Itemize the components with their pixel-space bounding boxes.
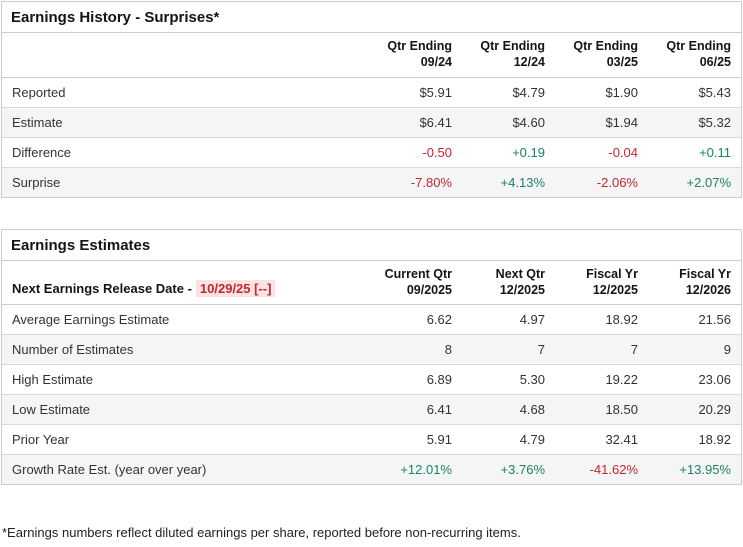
value-cell: -0.50 bbox=[369, 136, 462, 167]
earnings-estimates-column-header: Current Qtr 09/2025 bbox=[369, 260, 462, 305]
row-label: Difference bbox=[2, 136, 369, 167]
value-cell: 32.41 bbox=[555, 424, 648, 455]
row-label: Low Estimate bbox=[2, 394, 369, 425]
earnings-estimates-title: Earnings Estimates bbox=[2, 230, 741, 261]
value-cell: 19.22 bbox=[555, 364, 648, 395]
next-earnings-release-label: Next Earnings Release Date - bbox=[12, 281, 192, 297]
earnings-history-table: Qtr Ending 09/24 Qtr Ending 12/24 Qtr Ending… bbox=[2, 33, 741, 197]
value-cell: +4.13% bbox=[462, 166, 555, 197]
value-cell: +0.11 bbox=[648, 136, 741, 167]
row-label: Surprise bbox=[2, 166, 369, 197]
next-earnings-release-date: 10/29/25 [--] bbox=[195, 280, 276, 298]
value-cell: -0.04 bbox=[555, 136, 648, 167]
earnings-history-body: Reported $5.91 $4.79 $1.90 $5.43 Estimate $6.4… bbox=[2, 77, 741, 197]
earnings-estimates-row: Growth Rate Est. (year over year) +12.01%… bbox=[2, 454, 741, 484]
row-label: Average Earnings Estimate bbox=[12, 312, 170, 327]
earnings-history-row: Estimate $6.41 $4.60 $1.94 $5.32 bbox=[2, 106, 741, 137]
value-cell: 23.06 bbox=[648, 364, 741, 395]
value-cell: $1.94 bbox=[555, 106, 648, 137]
earnings-history-column-header: Qtr Ending 06/25 bbox=[648, 33, 741, 78]
earnings-history-column-header: Qtr Ending 09/24 bbox=[369, 33, 462, 78]
earnings-estimates-header-label-cell: Next Earnings Release Date -10/29/25 [--… bbox=[2, 260, 369, 305]
value-cell: 21.56 bbox=[698, 312, 731, 327]
earnings-estimates-table: Next Earnings Release Date -10/29/25 [--… bbox=[2, 260, 741, 484]
earnings-history-row: Surprise -7.80% +4.13% -2.06% +2.07% bbox=[2, 166, 741, 197]
earnings-history-row: Difference -0.50 +0.19 -0.04 +0.11 bbox=[2, 136, 741, 167]
earnings-footnote: *Earnings numbers reflect diluted earnin… bbox=[2, 525, 521, 540]
row-label: Prior Year bbox=[2, 424, 369, 455]
value-cell: 5.91 bbox=[369, 424, 462, 455]
earnings-history-header: Qtr Ending 09/24 Qtr Ending 12/24 Qtr Ending… bbox=[2, 33, 741, 78]
value-cell: -2.06% bbox=[555, 166, 648, 197]
value-cell: 6.62 bbox=[426, 312, 452, 327]
value-cell: $4.60 bbox=[462, 106, 555, 137]
value-cell: $4.79 bbox=[512, 84, 545, 100]
earnings-estimates-column-header: Next Qtr 12/2025 bbox=[462, 260, 555, 305]
value-cell: 9 bbox=[648, 334, 741, 365]
value-cell: -41.62% bbox=[555, 454, 648, 484]
value-cell: $5.43 bbox=[698, 84, 731, 100]
earnings-history-header-row: Qtr Ending 09/24 Qtr Ending 12/24 Qtr Ending… bbox=[2, 33, 741, 78]
earnings-estimates-column-header: Fiscal Yr 12/2025 bbox=[555, 260, 648, 305]
earnings-history-title: Earnings History - Surprises* bbox=[2, 2, 741, 33]
earnings-history-column-header: Qtr Ending 03/25 bbox=[555, 33, 648, 78]
row-label: Estimate bbox=[2, 106, 369, 137]
row-label: High Estimate bbox=[2, 364, 369, 395]
earnings-history-row: Reported $5.91 $4.79 $1.90 $5.43 bbox=[2, 77, 741, 107]
earnings-estimates-body: Average Earnings Estimate 6.62 4.97 18.92 21… bbox=[2, 305, 741, 484]
earnings-estimates-row: Number of Estimates 8 7 7 9 bbox=[2, 334, 741, 365]
earnings-estimates-column-header: Fiscal Yr 12/2026 bbox=[648, 260, 741, 305]
value-cell: 6.89 bbox=[369, 364, 462, 395]
earnings-estimates-header-row: Next Earnings Release Date -10/29/25 [--… bbox=[2, 260, 741, 305]
earnings-estimates-section: Earnings Estimates Next Earnings Release… bbox=[1, 228, 742, 485]
earnings-estimates-row: Low Estimate 6.41 4.68 18.50 20.29 bbox=[2, 394, 741, 425]
value-cell: $5.32 bbox=[648, 106, 741, 137]
row-label: Growth Rate Est. (year over year) bbox=[2, 454, 369, 484]
earnings-estimates-row: Prior Year 5.91 4.79 32.41 18.92 bbox=[2, 424, 741, 455]
value-cell: 20.29 bbox=[648, 394, 741, 425]
value-cell: +2.07% bbox=[648, 166, 741, 197]
value-cell: 7 bbox=[462, 334, 555, 365]
value-cell: 18.92 bbox=[648, 424, 741, 455]
value-cell: $1.90 bbox=[605, 84, 638, 100]
value-cell: $5.91 bbox=[419, 84, 452, 100]
value-cell: 18.92 bbox=[605, 312, 638, 327]
row-label: Reported bbox=[12, 84, 66, 100]
earnings-estimates-row: High Estimate 6.89 5.30 19.22 23.06 bbox=[2, 364, 741, 395]
value-cell: +12.01% bbox=[369, 454, 462, 484]
value-cell: 4.97 bbox=[519, 312, 545, 327]
value-cell: 18.50 bbox=[555, 394, 648, 425]
earnings-history-section: Earnings History - Surprises* Qtr Ending… bbox=[1, 1, 742, 198]
value-cell: 6.41 bbox=[369, 394, 462, 425]
earnings-history-header-label-cell bbox=[2, 33, 369, 78]
value-cell: 7 bbox=[555, 334, 648, 365]
value-cell: 4.79 bbox=[462, 424, 555, 455]
earnings-estimates-header: Next Earnings Release Date -10/29/25 [--… bbox=[2, 260, 741, 305]
earnings-history-column-header: Qtr Ending 12/24 bbox=[462, 33, 555, 78]
value-cell: 4.68 bbox=[462, 394, 555, 425]
value-cell: 8 bbox=[369, 334, 462, 365]
earnings-estimates-row: Average Earnings Estimate 6.62 4.97 18.92 21… bbox=[2, 305, 741, 335]
value-cell: $6.41 bbox=[369, 106, 462, 137]
value-cell: +0.19 bbox=[462, 136, 555, 167]
value-cell: 5.30 bbox=[462, 364, 555, 395]
value-cell: +3.76% bbox=[462, 454, 555, 484]
value-cell: -7.80% bbox=[369, 166, 462, 197]
row-label: Number of Estimates bbox=[2, 334, 369, 365]
value-cell: +13.95% bbox=[648, 454, 741, 484]
